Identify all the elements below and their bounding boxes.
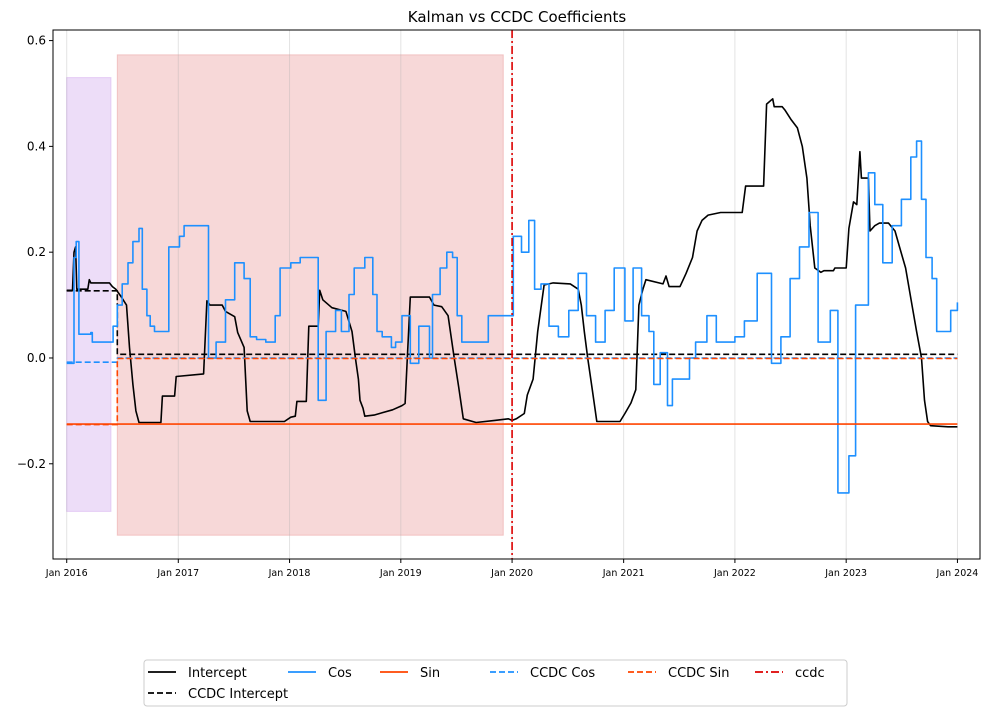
axes-frame xyxy=(52,29,981,560)
x-tick-label: Jan 2017 xyxy=(156,568,199,579)
legend-label: Cos xyxy=(328,666,352,681)
legend-label: CCDC Sin xyxy=(668,666,729,681)
legend-label: CCDC Intercept xyxy=(188,687,288,702)
x-tick-label: Jan 2018 xyxy=(268,568,311,579)
legend-label: ccdc xyxy=(795,666,825,681)
y-tick-label: 0.4 xyxy=(27,139,46,153)
legend-label: CCDC Cos xyxy=(530,666,595,681)
series-ccdc-sin xyxy=(66,357,958,426)
legend: Intercept CCDC Intercept Cos Sin CCDC Cos CCD… xyxy=(143,659,848,707)
y-tick-label: 0.6 xyxy=(27,34,46,48)
y-tick-label: 0.2 xyxy=(27,245,46,259)
legend-box xyxy=(143,659,848,707)
x-tick-label: Jan 2023 xyxy=(824,568,867,579)
legend-label: Intercept xyxy=(188,666,247,681)
y-tick-label: −0.2 xyxy=(17,457,46,471)
chart-title: Kalman vs CCDC Coefficients xyxy=(408,8,627,26)
x-tick-label: Jan 2024 xyxy=(936,568,979,579)
x-tick-label: Jan 2019 xyxy=(379,568,422,579)
x-tick-label: Jan 2021 xyxy=(602,568,645,579)
series-cos xyxy=(66,140,959,494)
legend-label: Sin xyxy=(420,666,440,681)
shaded-region-2 xyxy=(116,54,504,536)
y-tick-label: 0.0 xyxy=(27,351,46,365)
axes: Jan 2016 Jan 2017 Jan 2018 Jan 2019 Jan 2020… xyxy=(17,29,981,579)
plot-area xyxy=(66,30,959,559)
x-tick-label: Jan 2022 xyxy=(713,568,756,579)
x-tick-label: Jan 2016 xyxy=(45,568,88,579)
x-tick-label: Jan 2020 xyxy=(490,568,533,579)
